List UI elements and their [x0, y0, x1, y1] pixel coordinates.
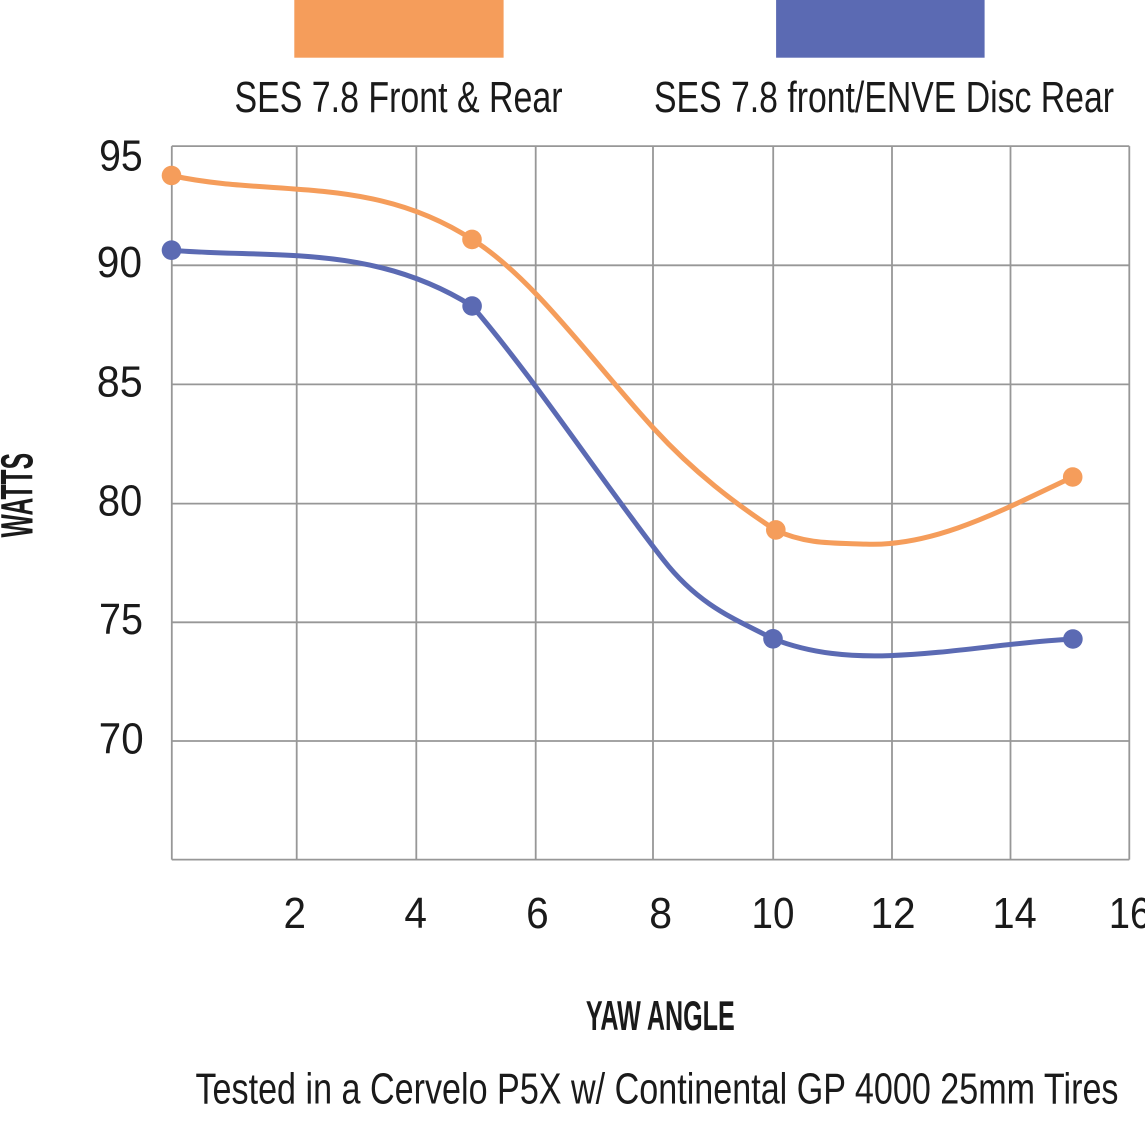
- svg-text:75: 75: [99, 596, 143, 644]
- svg-text:6: 6: [526, 890, 549, 938]
- svg-text:4: 4: [404, 890, 427, 938]
- svg-text:YAW ANGLE: YAW ANGLE: [586, 992, 735, 1039]
- svg-text:70: 70: [99, 716, 144, 764]
- svg-text:Tested in a Cervelo P5X w/ Con: Tested in a Cervelo P5X w/ Continental G…: [196, 1066, 1119, 1114]
- svg-text:SES 7.8 Front & Rear: SES 7.8 Front & Rear: [235, 74, 563, 122]
- svg-text:10: 10: [752, 890, 795, 938]
- svg-text:90: 90: [97, 239, 142, 287]
- svg-text:2: 2: [284, 890, 307, 938]
- svg-text:SES 7.8 front/ENVE Disc Rear: SES 7.8 front/ENVE Disc Rear: [654, 74, 1114, 122]
- svg-text:14: 14: [993, 890, 1037, 938]
- svg-text:12: 12: [870, 890, 915, 938]
- svg-text:8: 8: [649, 890, 672, 938]
- svg-text:WATTS: WATTS: [0, 453, 43, 538]
- svg-text:80: 80: [98, 477, 143, 525]
- svg-text:85: 85: [97, 359, 143, 407]
- svg-text:95: 95: [99, 133, 143, 181]
- svg-text:16: 16: [1109, 890, 1145, 938]
